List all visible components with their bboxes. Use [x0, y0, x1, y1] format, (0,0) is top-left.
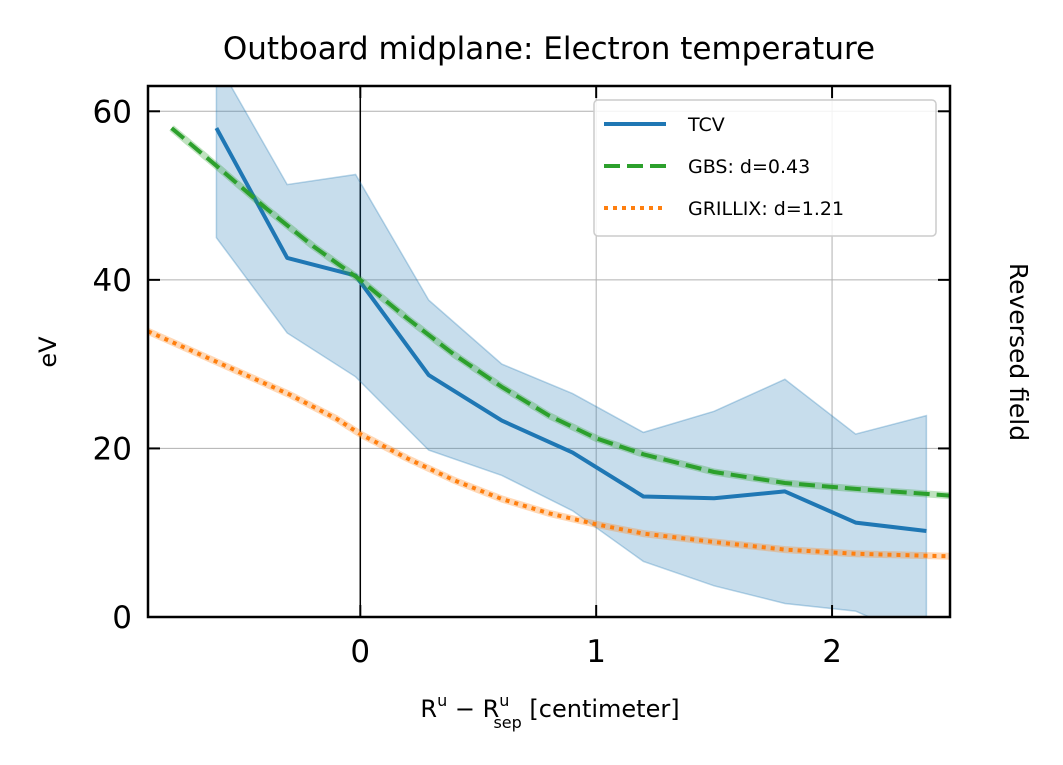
chart-title: Outboard midplane: Electron temperature	[223, 31, 875, 67]
y-tick-label: 60	[93, 94, 132, 130]
x-label-sup-u: u	[437, 691, 447, 710]
y-tick-label: 20	[93, 431, 132, 467]
y-tick-label: 40	[93, 263, 132, 299]
series-line-tcv	[214, 127, 927, 533]
side-label: Reversed field	[1004, 263, 1033, 441]
tcv-uncertainty-band	[215, 86, 928, 617]
y-axis-label: eV	[34, 336, 62, 368]
x-label-sub-sep: sep	[493, 713, 521, 732]
x-tick-label: 2	[822, 634, 842, 670]
series-lines	[148, 125, 950, 560]
x-tick-label: 1	[586, 634, 606, 670]
x-tick-label: 0	[350, 634, 370, 670]
tcv-band	[215, 86, 928, 617]
x-axis-label: Ru − Ru sep [centimeter]	[420, 691, 679, 732]
x-label-unit: [centimeter]	[522, 695, 680, 723]
plot-frame	[146, 84, 952, 619]
x-label-sup-u2: u	[499, 691, 509, 710]
x-label-r: R	[420, 695, 437, 723]
legend-box	[593, 99, 937, 237]
series-line-grillix-d-1-21	[148, 329, 950, 559]
y-tick-label: 0	[112, 600, 132, 636]
x-label-minus-r: − R	[447, 695, 499, 723]
legend-tcv: TCV	[687, 114, 725, 136]
legend-grillix: GRILLIX: d=1.21	[688, 198, 844, 220]
legend: TCV GBS: d=0.43 GRILLIX: d=1.21	[593, 99, 937, 237]
legend-gbs: GBS: d=0.43	[688, 156, 810, 178]
series-line-gbs-d-0-43	[170, 126, 950, 498]
